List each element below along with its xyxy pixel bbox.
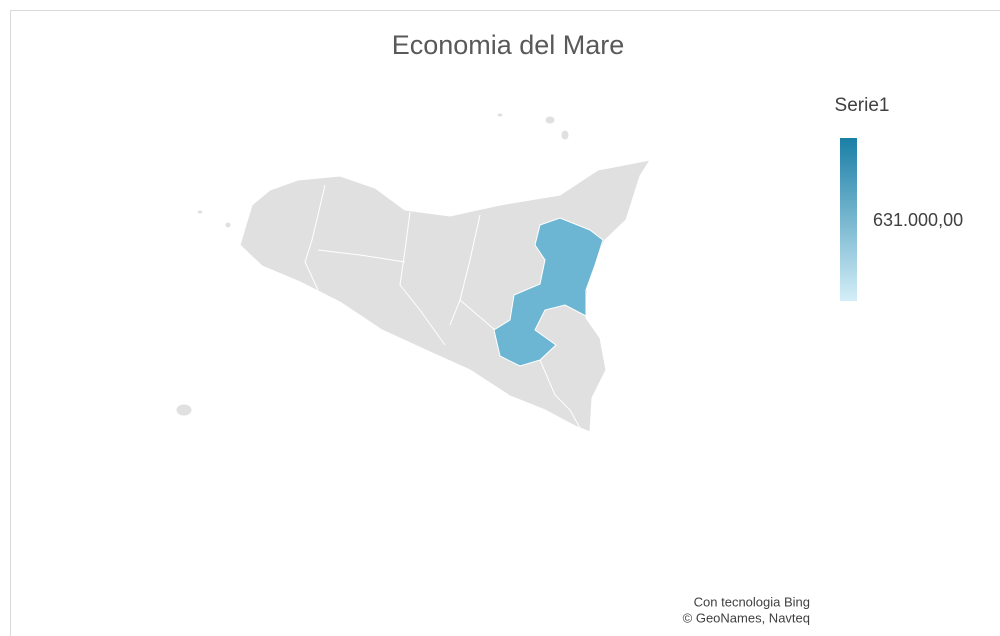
border — [459, 299, 496, 331]
color-scale — [840, 138, 857, 301]
legend-value-label: 631.000,00 — [873, 210, 963, 230]
chart-title: Economia del Mare — [392, 30, 625, 60]
attribution: Con tecnologia Bing — [694, 594, 810, 609]
legend-title: Serie1 — [835, 95, 890, 116]
island — [224, 221, 232, 229]
highlighted-region — [493, 217, 604, 367]
island — [175, 403, 193, 417]
border — [304, 184, 326, 291]
island — [496, 112, 504, 118]
border — [399, 211, 446, 346]
island — [196, 209, 204, 215]
island — [544, 115, 556, 125]
island — [560, 129, 570, 141]
border — [539, 359, 581, 429]
attribution: © GeoNames, Navteq — [683, 610, 810, 625]
region-borders — [304, 184, 581, 429]
border — [317, 249, 406, 263]
border — [449, 214, 481, 326]
